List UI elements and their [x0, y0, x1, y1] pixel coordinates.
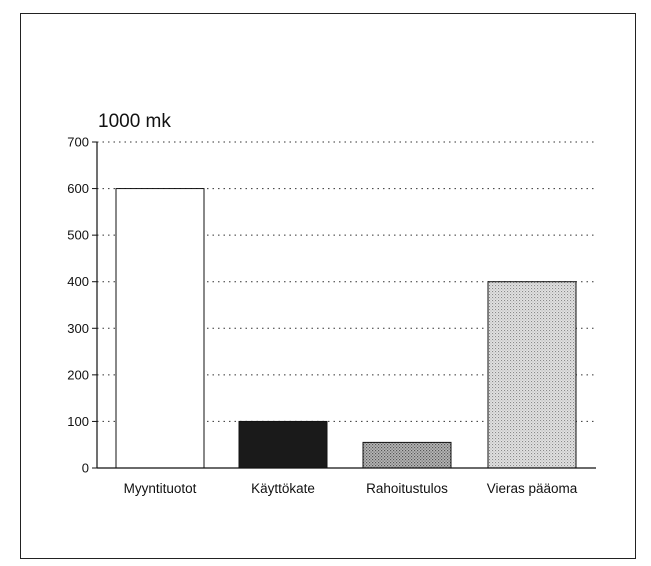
- y-tick-label: 200: [67, 367, 89, 382]
- x-tick-label: Käyttökate: [251, 481, 315, 496]
- bars: [115, 188, 577, 469]
- bar-myyntituotot: [115, 188, 205, 469]
- bar-rahoitustulos: [362, 441, 452, 469]
- y-axis-ticks: 0 100 200 300 400 500 600 700: [67, 135, 97, 476]
- y-tick-label: 700: [67, 135, 89, 150]
- x-tick-label: Myyntituotot: [124, 481, 197, 496]
- x-tick-label: Vieras pääoma: [487, 481, 578, 496]
- y-tick-label: 100: [67, 414, 89, 429]
- bar-vieras-p-oma: [487, 281, 577, 469]
- y-tick-label: 600: [67, 181, 89, 196]
- x-tick-label: Rahoitustulos: [366, 481, 448, 496]
- y-unit-label: 1000 mk: [98, 111, 171, 132]
- y-tick-label: 0: [82, 461, 89, 476]
- bar-k-ytt-kate: [238, 420, 328, 469]
- y-tick-label: 300: [67, 321, 89, 336]
- x-axis-labels: Myyntituotot Käyttökate Rahoitustulos Viera…: [124, 481, 578, 496]
- y-tick-label: 500: [67, 228, 89, 243]
- axes: [96, 142, 596, 469]
- y-tick-label: 400: [67, 274, 89, 289]
